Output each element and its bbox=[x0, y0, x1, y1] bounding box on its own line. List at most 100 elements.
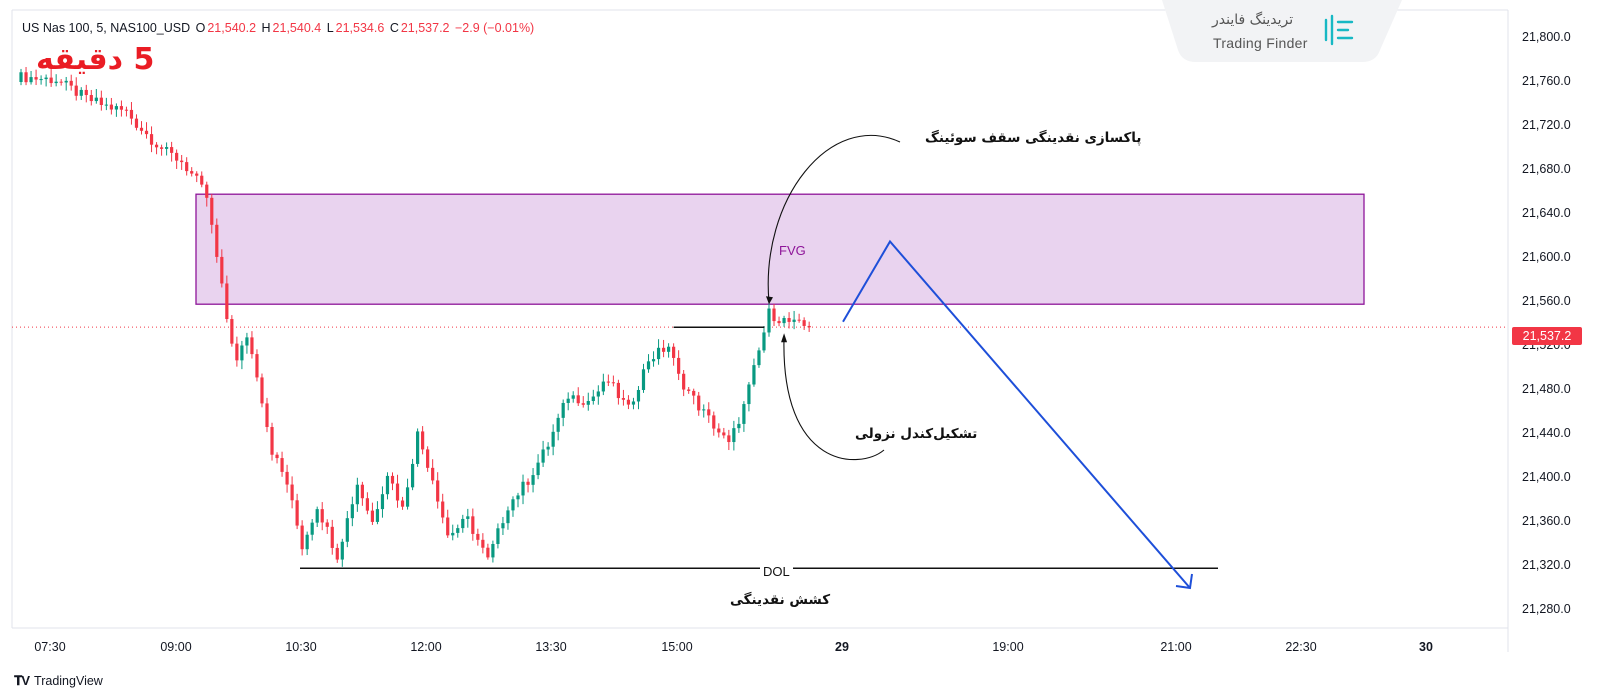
candle-body bbox=[129, 109, 134, 119]
price-tick: 21,440.0 bbox=[1522, 426, 1571, 440]
open-label: O bbox=[195, 21, 206, 35]
candle-body bbox=[446, 517, 450, 536]
candle-body bbox=[330, 526, 334, 548]
candle-body bbox=[365, 498, 369, 511]
candle-body bbox=[275, 454, 279, 459]
candle-body bbox=[370, 510, 375, 522]
candle-body bbox=[717, 428, 721, 433]
candle-body bbox=[556, 417, 560, 432]
candle-body bbox=[747, 384, 751, 405]
candle-body bbox=[99, 97, 103, 105]
time-tick: 07:30 bbox=[34, 640, 66, 654]
candle-body bbox=[74, 85, 78, 96]
candle-body bbox=[185, 162, 189, 172]
candle-body bbox=[190, 171, 194, 174]
candle-body bbox=[109, 104, 113, 110]
candle-body bbox=[621, 398, 626, 400]
candle-body bbox=[596, 391, 600, 397]
time-tick: 09:00 bbox=[160, 640, 192, 654]
close-label: C bbox=[389, 21, 399, 35]
candle-body bbox=[496, 528, 500, 544]
projection-path[interactable] bbox=[842, 239, 1191, 589]
price-tick: 21,680.0 bbox=[1522, 162, 1571, 176]
candle-body bbox=[54, 81, 58, 84]
price-tick: 21,600.0 bbox=[1522, 250, 1571, 264]
candle-body bbox=[230, 319, 234, 344]
candle-body bbox=[576, 395, 580, 404]
tradingview-logo-icon: 𝐓V bbox=[14, 673, 30, 688]
candle-body bbox=[722, 432, 726, 436]
candle-body bbox=[240, 345, 244, 361]
candle-body bbox=[491, 543, 495, 558]
candle-body bbox=[772, 308, 776, 322]
candle-body bbox=[431, 467, 435, 481]
candle-body bbox=[656, 347, 661, 360]
candle-body bbox=[757, 350, 761, 366]
candle-body bbox=[34, 77, 38, 80]
timeframe-label: 5 دقیقه bbox=[36, 42, 155, 77]
candle-body bbox=[591, 396, 595, 402]
candle-body bbox=[39, 79, 43, 81]
candle-body bbox=[300, 525, 304, 550]
candle-body bbox=[486, 547, 490, 558]
candle-body bbox=[506, 510, 510, 524]
candle-body bbox=[616, 382, 620, 399]
fvg-zone[interactable] bbox=[195, 193, 1365, 305]
candle-body bbox=[636, 389, 641, 402]
candle-body bbox=[416, 431, 420, 464]
time-tick: 21:00 bbox=[1160, 640, 1192, 654]
high-value: 21,540.4 bbox=[272, 21, 322, 35]
price-tick: 21,800.0 bbox=[1522, 30, 1571, 44]
candle-body bbox=[134, 118, 139, 128]
candle-body bbox=[64, 80, 68, 83]
candle-body bbox=[335, 547, 339, 560]
trading-finder-icon bbox=[1324, 14, 1354, 46]
candle-body bbox=[260, 377, 264, 404]
ohlc-legend: US Nas 100, 5, NAS100_USD O 21,540.2 H 21,… bbox=[22, 21, 536, 35]
fvg-label: FVG bbox=[779, 243, 806, 258]
low-label: L bbox=[326, 21, 334, 35]
candle-body bbox=[159, 147, 164, 149]
candle-body bbox=[697, 395, 701, 411]
candle-body bbox=[677, 357, 681, 374]
sweep-arrow bbox=[767, 135, 901, 303]
candle-body bbox=[511, 499, 515, 511]
candle-body bbox=[777, 321, 781, 324]
candle-body bbox=[305, 534, 309, 550]
symbol-title[interactable]: US Nas 100, 5, NAS100_USD bbox=[22, 21, 191, 35]
candle-body bbox=[114, 106, 118, 110]
logo-persian-text: تریدینگ فایندر bbox=[1212, 12, 1294, 28]
candle-body bbox=[84, 89, 88, 96]
candle-body bbox=[767, 308, 771, 333]
candle-body bbox=[315, 509, 319, 523]
candle-body bbox=[79, 89, 83, 96]
time-tick: 12:00 bbox=[410, 640, 442, 654]
brand-name: TradingView bbox=[34, 674, 103, 688]
candle-body bbox=[732, 428, 736, 443]
candle-body bbox=[89, 95, 93, 102]
high-label: H bbox=[261, 21, 271, 35]
candle-body bbox=[119, 106, 124, 110]
candle-body bbox=[170, 147, 174, 153]
candle-body bbox=[139, 127, 144, 131]
candle-body bbox=[651, 359, 656, 362]
candle-body bbox=[787, 318, 791, 322]
candle-body bbox=[516, 495, 520, 500]
candle-body bbox=[742, 404, 746, 424]
candle-body bbox=[280, 458, 284, 472]
candle-body bbox=[461, 518, 465, 529]
liquidity-draw-label: کشش نقدینگی bbox=[730, 592, 831, 608]
candle-body bbox=[792, 319, 796, 322]
candle-body bbox=[571, 395, 575, 399]
candle-body bbox=[405, 487, 410, 507]
candle-body bbox=[712, 415, 716, 429]
open-value: 21,540.2 bbox=[207, 21, 257, 35]
candle-body bbox=[165, 147, 169, 149]
candle-body bbox=[436, 480, 440, 502]
tradingview-brand[interactable]: 𝐓V TradingView bbox=[14, 673, 103, 689]
candle-body bbox=[546, 446, 550, 450]
candle-body bbox=[104, 104, 108, 106]
candle-body bbox=[606, 381, 610, 383]
candle-body bbox=[355, 484, 359, 505]
